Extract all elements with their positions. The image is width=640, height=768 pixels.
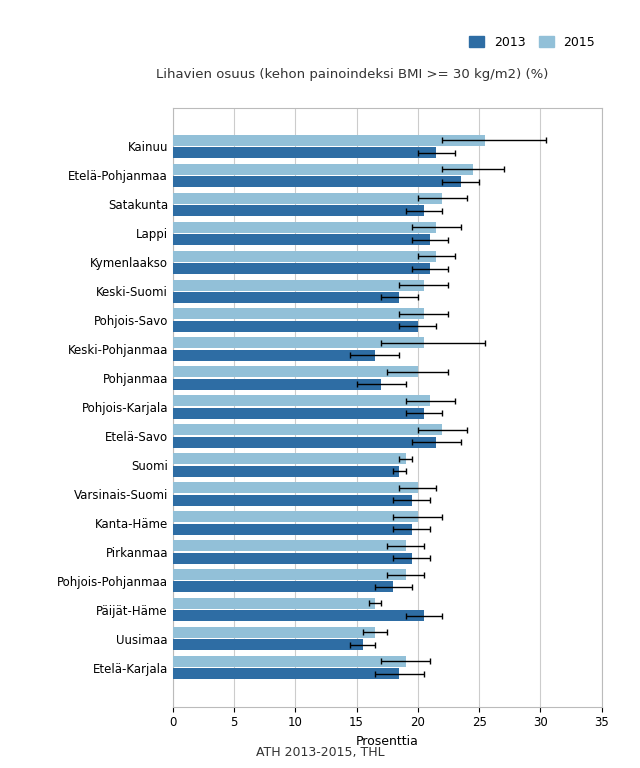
Bar: [173, 379, 381, 390]
Bar: [173, 511, 418, 522]
Bar: [173, 656, 406, 667]
Bar: [173, 453, 406, 464]
Legend: 2013, 2015: 2013, 2015: [470, 36, 595, 49]
Bar: [173, 495, 412, 505]
Bar: [173, 263, 430, 274]
Bar: [173, 437, 436, 448]
Bar: [173, 250, 436, 262]
Bar: [173, 309, 424, 319]
Bar: [173, 482, 418, 493]
Bar: [173, 350, 375, 361]
Bar: [173, 205, 424, 216]
Bar: [173, 408, 424, 419]
Text: Lihavien osuus (kehon painoindeksi BMI >= 30 kg/m2) (%): Lihavien osuus (kehon painoindeksi BMI >…: [156, 68, 548, 81]
Bar: [173, 524, 412, 535]
Bar: [173, 581, 394, 592]
Bar: [173, 569, 406, 580]
Bar: [173, 366, 418, 377]
Bar: [173, 337, 424, 349]
Text: ATH 2013-2015, THL: ATH 2013-2015, THL: [256, 746, 384, 760]
Bar: [173, 176, 461, 187]
Bar: [173, 396, 430, 406]
Bar: [173, 465, 399, 477]
Bar: [173, 640, 363, 650]
Bar: [173, 598, 375, 609]
X-axis label: Prosenttia: Prosenttia: [356, 735, 419, 748]
Bar: [173, 280, 424, 290]
Bar: [173, 234, 430, 245]
Bar: [173, 611, 424, 621]
Bar: [173, 424, 442, 435]
Bar: [173, 147, 436, 158]
Bar: [173, 222, 436, 233]
Bar: [173, 552, 412, 564]
Bar: [173, 321, 418, 332]
Bar: [173, 668, 399, 680]
Bar: [173, 627, 375, 638]
Bar: [173, 134, 485, 146]
Bar: [173, 540, 406, 551]
Bar: [173, 292, 399, 303]
Bar: [173, 193, 442, 204]
Bar: [173, 164, 473, 174]
